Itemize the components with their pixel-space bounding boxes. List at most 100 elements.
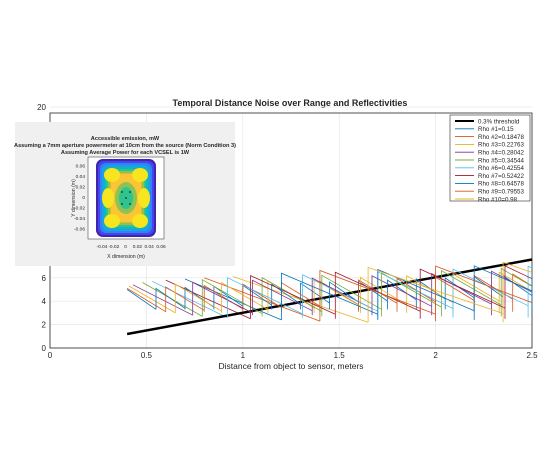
legend-label: Rho #5=0.34544 (478, 157, 524, 164)
x-tick-label: 0.5 (141, 351, 153, 360)
legend-box (449, 114, 531, 202)
inset-y-tick-label: -0.06 (74, 227, 85, 233)
legend-label: Rho #1=0.15 (478, 126, 514, 133)
series-line (321, 274, 382, 317)
series-line (371, 275, 432, 316)
vcsel-dot (125, 197, 127, 199)
series-line (527, 265, 533, 318)
inset-y-tick-label: 0.04 (76, 174, 86, 180)
legend-label: Rho #6=0.42554 (478, 165, 524, 172)
series-line (302, 274, 378, 318)
y-tick-label: 0 (42, 344, 47, 353)
inset-y-tick-label: -0.04 (74, 216, 85, 222)
series-line (192, 281, 253, 316)
series-line (152, 280, 228, 318)
y-tick-label: 4 (42, 297, 47, 306)
legend-label: Rho #4=0.28042 (478, 150, 524, 157)
series-line (165, 286, 205, 312)
x-tick-label: 1 (241, 351, 246, 360)
series-line (444, 277, 475, 310)
legend-label: Rho #7=0.52422 (478, 173, 524, 180)
main-chart-title: Temporal Distance Noise over Range and R… (173, 98, 408, 108)
hotspot-mid-right (138, 188, 150, 208)
x-tick-label: 0 (48, 351, 53, 360)
series-line (498, 271, 533, 313)
legend-label: Rho #8=0.64578 (478, 181, 524, 188)
inset-x-tick-label: 0.02 (133, 244, 143, 250)
hotspot-bottom-right (132, 214, 148, 228)
series-line (358, 279, 398, 312)
inset-y-tick-label: 0 (82, 195, 85, 201)
inset-x-tick-label: 0.04 (145, 244, 155, 250)
inset-x-tick-label: -0.04 (97, 244, 108, 250)
inset-y-axis: 0.06 0.04 0.02 0 -0.02 -0.04 -0.06 (74, 164, 85, 233)
y-tick-label: 2 (42, 321, 47, 330)
inset-figure: Accessible emission, mW Assuming a 7mm a… (14, 122, 236, 266)
series-line (226, 277, 303, 318)
legend-label: Rho #3=0.22763 (478, 142, 524, 149)
series-line (502, 274, 533, 310)
series-line (473, 265, 533, 320)
inset-x-tick-label: 0.06 (156, 244, 166, 250)
legend-label: Rho #2=0.18478 (478, 134, 524, 141)
series-line (500, 267, 533, 317)
vcsel-dot (121, 191, 123, 193)
series-line (512, 273, 533, 312)
y-tick-label: 6 (42, 274, 47, 283)
series-line (334, 271, 421, 319)
main-x-axis-label: Distance from object to sensor, meters (218, 361, 363, 371)
series-line (126, 287, 166, 313)
series-line (367, 266, 504, 323)
x-tick-label: 2 (433, 351, 438, 360)
inset-x-axis-label: X dimension (m) (107, 254, 145, 260)
vcsel-dot (121, 203, 123, 205)
series-line (440, 270, 502, 317)
series-line (329, 281, 359, 310)
inset-heatmap (96, 159, 156, 237)
hotspot-bottom-left (104, 214, 120, 228)
inset-x-axis: -0.04 -0.02 0 0.02 0.04 0.06 (97, 244, 166, 250)
series-line (377, 268, 475, 320)
series-line (452, 273, 500, 313)
series-line (174, 283, 222, 313)
x-tick-label: 2.5 (526, 351, 538, 360)
series-line (271, 283, 301, 310)
inset-y-tick-label: 0.06 (76, 164, 86, 170)
hotspot-mid-left (102, 188, 114, 208)
inset-y-tick-label: 0.02 (76, 185, 86, 191)
inset-x-tick-label: 0 (124, 244, 127, 250)
series-line (251, 279, 313, 316)
main-series-group (126, 258, 533, 336)
inset-title-line-1: Accessible emission, mW (91, 136, 160, 142)
y-tick-label: 20 (37, 103, 46, 112)
series-line (381, 272, 442, 317)
series-line (435, 265, 533, 322)
inset-y-tick-label: -0.02 (74, 206, 85, 212)
series-line (280, 272, 378, 320)
series-line (128, 285, 176, 314)
inset-x-tick-label: -0.02 (108, 244, 119, 250)
series-line (419, 268, 506, 319)
series-line (250, 274, 336, 319)
series-line (319, 269, 436, 322)
series-line (502, 261, 533, 323)
x-tick-label: 1.5 (334, 351, 346, 360)
hotspot-top-left (104, 168, 120, 182)
legend-label: 0.3% threshold (478, 118, 520, 125)
main-x-axis: 0 0.5 1 1.5 2 2.5 (48, 351, 538, 360)
series-line (201, 279, 263, 317)
inset-title-line-2: Assuming a 7mm aperture powermeter at 10… (14, 143, 236, 149)
series-line (504, 265, 533, 319)
series-line (359, 276, 407, 313)
main-y-axis: 0 2 4 6 20 (37, 103, 46, 353)
series-line (126, 289, 157, 310)
series-line (203, 284, 244, 312)
legend-label: Rho #10=0.98 (478, 196, 518, 203)
series-line (261, 276, 322, 317)
vcsel-dot (129, 191, 131, 193)
vcsel-dot (129, 203, 131, 205)
inset-y-axis-label: Y dimension (m) (71, 179, 77, 217)
series-line (406, 275, 454, 313)
